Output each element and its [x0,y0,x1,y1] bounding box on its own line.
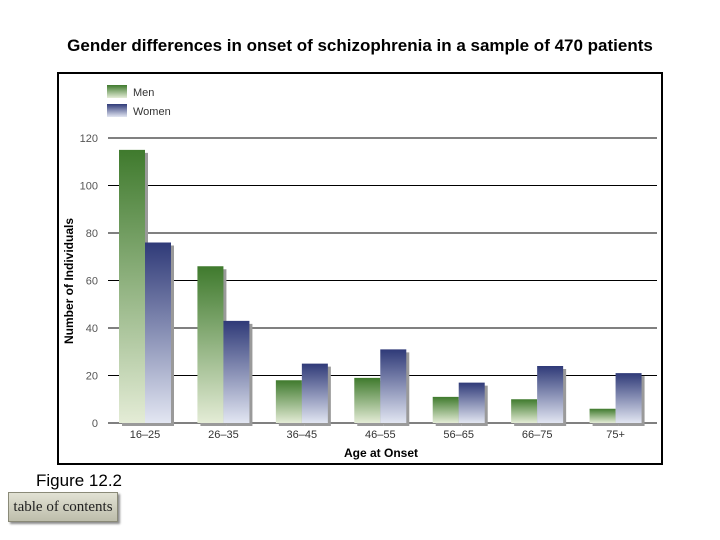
bar-men [119,149,145,423]
x-tick-label: 66–75 [522,429,553,441]
y-tick-label: 120 [80,133,98,145]
x-tick-label: 56–65 [443,429,474,441]
bar-men [432,396,459,423]
legend-label-women: Women [133,106,171,118]
y-axis-label: Number of Individuals [62,218,76,344]
y-tick-label: 60 [86,276,98,288]
bar-women [458,382,485,423]
y-tick-label: 20 [86,371,98,383]
x-tick-label: 46–55 [365,429,396,441]
bar-men [354,377,381,423]
bar-women [380,349,407,423]
legend-swatch-men [107,85,127,98]
y-tick-label: 80 [86,228,98,240]
bar-women [537,366,564,423]
bar-women [145,242,171,423]
x-axis-label: Age at Onset [344,446,418,460]
bar-men [197,266,224,423]
page-title: Gender differences in onset of schizophr… [67,36,653,55]
y-tick-label: 40 [86,323,98,335]
bar-men [275,380,302,423]
x-tick-label: 75+ [606,429,625,441]
bars [119,149,645,426]
table-of-contents-button[interactable]: table of contents [8,492,118,522]
y-tick-label: 100 [80,181,98,193]
legend: Men Women [107,85,171,118]
bar-women [223,320,250,423]
figure-label: Figure 12.2 [36,471,122,490]
legend-swatch-women [107,104,127,117]
bar-men [589,408,616,423]
bar-women [615,373,642,423]
bar-men [511,399,538,423]
legend-label-men: Men [133,87,154,99]
x-tick-label: 26–35 [208,429,239,441]
tick-labels: 0 20 40 60 80 100 120 16–25 26–35 36–45 46–55 56–65… [80,133,625,441]
y-tick-label: 0 [92,418,98,430]
x-tick-label: 16–25 [130,429,161,441]
bar-women [301,363,328,423]
x-tick-label: 36–45 [287,429,318,441]
